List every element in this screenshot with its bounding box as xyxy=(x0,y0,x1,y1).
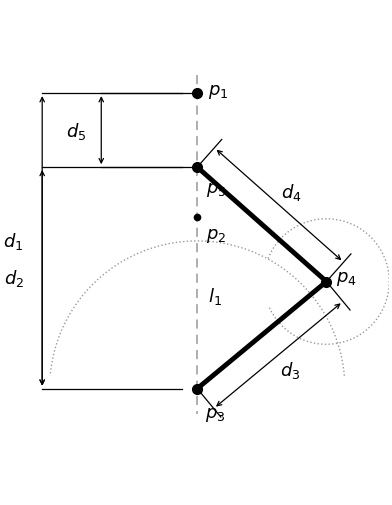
Text: $p_5$: $p_5$ xyxy=(207,181,227,198)
Text: $p_2$: $p_2$ xyxy=(207,227,227,245)
Text: $p_1$: $p_1$ xyxy=(208,83,229,101)
Text: $d_3$: $d_3$ xyxy=(280,359,300,380)
Text: $d_1$: $d_1$ xyxy=(4,231,24,252)
Text: $d_5$: $d_5$ xyxy=(66,120,87,141)
Text: $p_4$: $p_4$ xyxy=(336,269,356,287)
Text: $p_3$: $p_3$ xyxy=(205,406,225,423)
Text: $d_2$: $d_2$ xyxy=(4,268,24,289)
Text: $d_4$: $d_4$ xyxy=(281,181,301,202)
Text: $l_1$: $l_1$ xyxy=(208,285,222,306)
